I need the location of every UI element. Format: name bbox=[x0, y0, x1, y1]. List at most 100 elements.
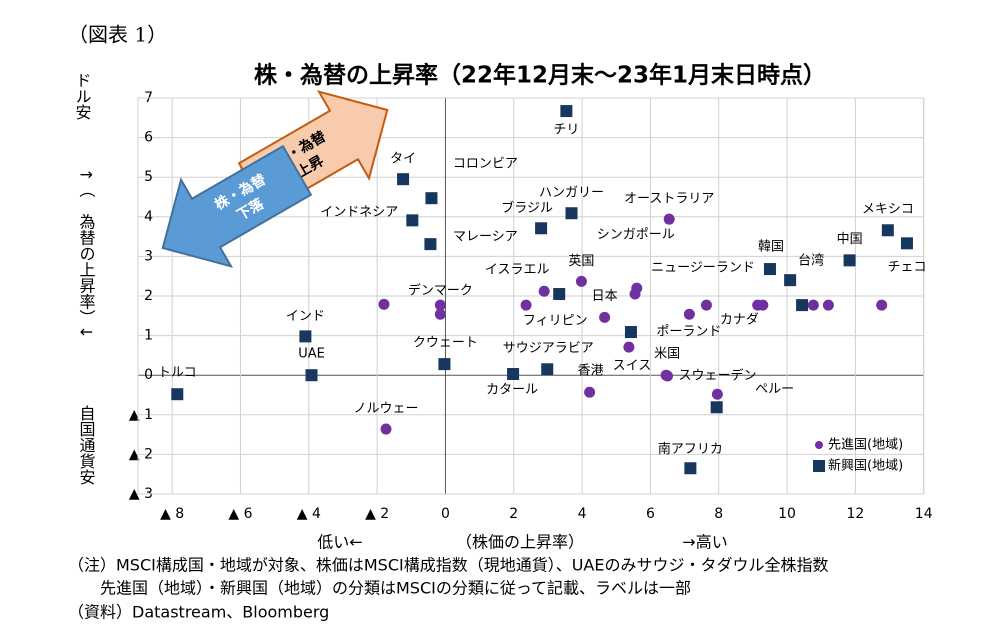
point-label: スウェーデン bbox=[678, 367, 756, 383]
point bbox=[507, 368, 520, 381]
point bbox=[299, 330, 312, 343]
note: 先進国（地域）・新興国（地域）の分類はMSCIの分類に従って記載、ラベルは一部 bbox=[68, 579, 691, 598]
y-label-part: ドル安 bbox=[73, 72, 92, 120]
point-label: ポーランド bbox=[656, 325, 721, 340]
point-label: ハンガリー bbox=[539, 186, 604, 201]
x-tick-label: ▲ 8 bbox=[160, 506, 184, 522]
x-label-part: 低い← bbox=[317, 533, 362, 552]
x-tick-label: 6 bbox=[646, 506, 655, 522]
point bbox=[520, 299, 532, 311]
point-label: 香港 bbox=[578, 364, 604, 379]
point-label: メキシコ bbox=[862, 202, 914, 217]
point bbox=[599, 311, 611, 323]
legend-marker bbox=[815, 441, 823, 449]
point-label: トルコ bbox=[158, 366, 197, 381]
x-label-part: →高い bbox=[682, 533, 727, 552]
point-label: ペルー bbox=[755, 382, 794, 397]
note: （注）MSCI構成国・地域が対象、株価はMSCI構成指数（現地通貨）、UAEのみ… bbox=[68, 556, 828, 575]
point bbox=[784, 274, 797, 287]
y-tick-label: 0 bbox=[144, 367, 153, 383]
point bbox=[763, 263, 776, 276]
point-label: サウジアラビア bbox=[503, 341, 594, 356]
point bbox=[900, 237, 913, 250]
point-label: ブラジル bbox=[501, 200, 553, 216]
point bbox=[425, 192, 438, 205]
y-tick-label: 4 bbox=[144, 209, 153, 225]
point bbox=[661, 370, 673, 382]
y-tick-label: ▲ 2 bbox=[129, 446, 153, 462]
point bbox=[535, 222, 548, 235]
point bbox=[424, 238, 437, 251]
point bbox=[538, 285, 550, 297]
point-label: インドネシア bbox=[320, 205, 398, 220]
x-tick-label: 14 bbox=[915, 506, 933, 522]
point-label: カタール bbox=[486, 383, 538, 398]
point-label: フィリピン bbox=[523, 314, 588, 329]
point bbox=[881, 224, 894, 237]
point bbox=[629, 288, 641, 300]
point-label: コロンビア bbox=[453, 157, 518, 172]
point bbox=[406, 214, 419, 227]
x-tick-label: 4 bbox=[578, 506, 587, 522]
point-label: 韓国 bbox=[758, 240, 784, 255]
x-tick-label: 2 bbox=[509, 506, 518, 522]
point bbox=[822, 299, 834, 311]
point bbox=[711, 388, 723, 400]
y-tick-label: ▲ 1 bbox=[129, 407, 153, 423]
down-arrow: 株・為替 下落 bbox=[161, 144, 313, 268]
x-label-part: （株価の上昇率） bbox=[456, 533, 584, 552]
point-label: 台湾 bbox=[798, 253, 824, 269]
point-label: オーストラリア bbox=[624, 192, 714, 207]
point bbox=[684, 462, 697, 475]
x-tick-label: 12 bbox=[846, 506, 864, 522]
point bbox=[171, 388, 184, 401]
point bbox=[378, 298, 390, 310]
y-tick-label: 5 bbox=[144, 169, 153, 185]
point bbox=[565, 207, 578, 220]
y-tick-label: 6 bbox=[144, 130, 153, 146]
point bbox=[560, 105, 573, 118]
x-tick-label: 10 bbox=[778, 506, 796, 522]
point bbox=[757, 299, 769, 311]
point bbox=[623, 341, 635, 353]
point bbox=[434, 299, 446, 311]
point-label: クウェート bbox=[413, 336, 478, 351]
point-label: 南アフリカ bbox=[658, 441, 723, 457]
arrow-shape bbox=[161, 144, 313, 268]
point bbox=[553, 288, 566, 301]
point bbox=[876, 299, 888, 311]
point-label: UAE bbox=[298, 347, 325, 362]
point bbox=[541, 363, 554, 376]
point-label: カナダ bbox=[720, 313, 759, 328]
point-label: 日本 bbox=[592, 289, 618, 304]
legend-marker bbox=[813, 460, 825, 472]
y-label-part: 自国通貨安 bbox=[77, 405, 96, 485]
point-label: ノルウェー bbox=[354, 402, 419, 417]
point-label: インド bbox=[286, 309, 325, 324]
point-label: チリ bbox=[553, 123, 579, 138]
point bbox=[380, 423, 392, 435]
point bbox=[796, 299, 809, 312]
x-tick-label: ▲ 6 bbox=[228, 506, 252, 522]
legend-label: 新興国(地域) bbox=[828, 458, 903, 474]
point-label: イスラエル bbox=[485, 263, 550, 278]
figure-label: （図表 1） bbox=[68, 23, 167, 47]
plot-frame bbox=[137, 97, 925, 495]
point bbox=[700, 299, 712, 311]
point bbox=[575, 275, 587, 287]
point-label: ニュージーランド bbox=[651, 261, 755, 276]
point bbox=[683, 308, 695, 320]
x-tick-label: ▲ 4 bbox=[297, 506, 321, 522]
point-label: 米国 bbox=[654, 347, 680, 362]
point bbox=[438, 358, 451, 371]
point bbox=[710, 401, 723, 414]
point-label: チェコ bbox=[887, 260, 926, 275]
point bbox=[663, 213, 675, 225]
y-tick-label: 1 bbox=[144, 328, 153, 344]
point-label: デンマーク bbox=[408, 283, 473, 299]
chart-title: 株・為替の上昇率（22年12月末～23年1月末日時点） bbox=[254, 62, 826, 89]
note: （資料）Datastream、Bloomberg bbox=[68, 603, 329, 622]
point-label: 中国 bbox=[837, 232, 863, 247]
